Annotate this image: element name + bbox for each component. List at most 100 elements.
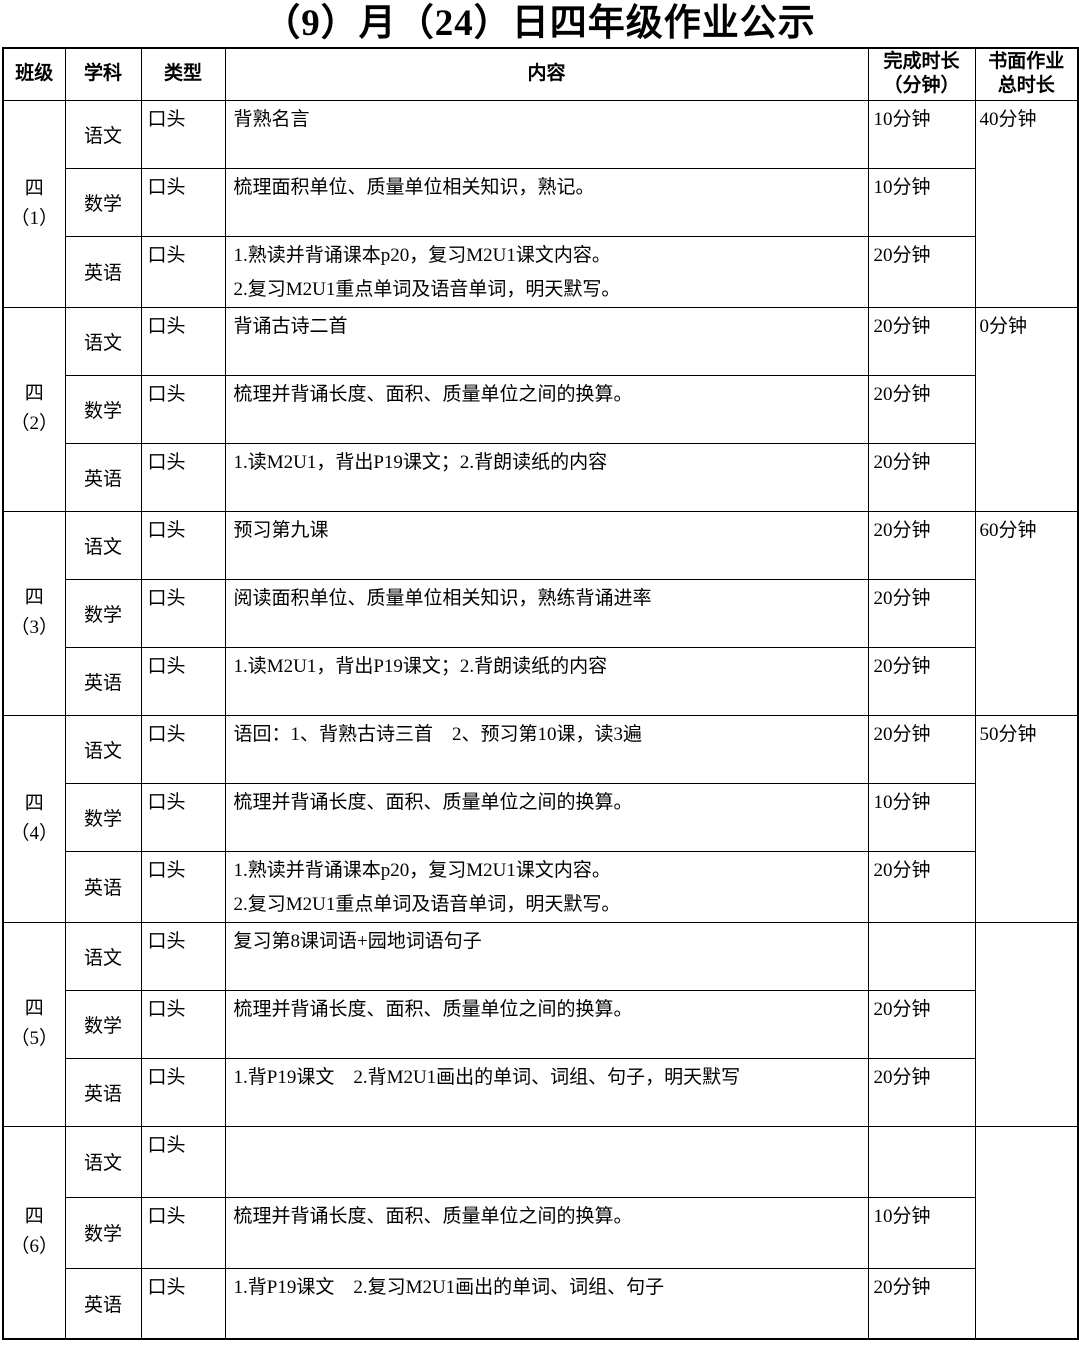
class-label-line1: 四 xyxy=(24,587,44,608)
content-cell: 复习第8课词语+园地词语句子 xyxy=(224,921,869,991)
total-cell: 50分钟 xyxy=(974,714,1079,923)
total-cell xyxy=(974,921,1079,1127)
type-cell: 口头 xyxy=(140,850,226,923)
content-cell: 语回：1、背熟古诗三首 2、预习第10课，读3遍 xyxy=(224,714,869,784)
duration-cell: 10分钟 xyxy=(867,782,976,852)
class-label-line2: （6） xyxy=(10,1236,58,1258)
type-cell: 口头 xyxy=(140,510,226,580)
class-label-line1: 四 xyxy=(24,998,44,1019)
homework-table: 班级 学科 类型 内容 完成时长 （分钟） 书面作业 总时长 四（1） 语文 口头背… xyxy=(2,47,1079,1340)
content-cell: 梳理并背诵长度、面积、质量单位之间的换算。 xyxy=(224,1196,869,1269)
duration-cell: 20分钟 xyxy=(867,374,976,444)
class-cell: 四 （1） xyxy=(2,99,66,308)
content-cell: 1.熟读并背诵课本p20，复习M2U1课文内容。 2.复习M2U1重点单词及语音单… xyxy=(224,235,869,308)
content-line: 语回：1、背熟古诗三首 2、预习第10课，读3遍 xyxy=(233,723,643,745)
table-row: 数学 口头 阅读面积单位、质量单位相关知识，熟练背诵进率 20分钟 xyxy=(3,578,1078,648)
subject-cell: 英语 xyxy=(64,442,142,512)
header-duration-line1: 完成时长 xyxy=(883,51,960,73)
table-row: 四 （2） 语文 口头 背诵古诗二首 20分钟 0分钟 xyxy=(2,306,1079,512)
content-line: 梳理并背诵长度、面积、质量单位之间的换算。 xyxy=(233,383,633,405)
content-line: 梳理并背诵长度、面积、质量单位之间的换算。 xyxy=(233,998,633,1020)
content-cell: 梳理面积单位、质量单位相关知识，熟记。 xyxy=(224,167,869,237)
header-content: 内容 xyxy=(224,47,869,101)
duration-cell: 20分钟 xyxy=(867,1057,976,1127)
type-cell: 口头 xyxy=(140,1196,226,1269)
class-cell: 四 （3） xyxy=(2,510,66,716)
content-cell: 梳理并背诵长度、面积、质量单位之间的换算。 xyxy=(224,782,869,852)
content-cell: 背熟名言 xyxy=(224,99,869,169)
header-subject: 学科 xyxy=(64,47,142,101)
content-line: 背熟名言 xyxy=(233,108,310,130)
duration-cell: 10分钟 xyxy=(867,99,976,169)
content-line: 复习第8课词语+园地词语句子 xyxy=(233,930,482,952)
content-line: 1.读M2U1，背出P19课文；2.背朗读纸的内容 xyxy=(233,655,608,677)
table-row: 英语 口头 1.读M2U1，背出P19课文；2.背朗读纸的内容 20分钟 xyxy=(3,442,1078,512)
class-label-line1: 四 xyxy=(24,177,44,199)
content-cell: 1.读M2U1，背出P19课文；2.背朗读纸的内容 xyxy=(224,442,869,512)
class-label-line1: 四 xyxy=(24,383,44,404)
duration-cell: 20分钟 xyxy=(867,714,976,784)
duration-cell: 20分钟 xyxy=(867,578,976,648)
type-cell: 口头 xyxy=(140,1125,226,1198)
type-cell: 口头 xyxy=(140,374,226,444)
class-label-line2: （3） xyxy=(10,617,58,638)
type-cell: 口头 xyxy=(140,646,226,716)
content-cell xyxy=(224,1125,869,1198)
table-row: 数学 口头 梳理并背诵长度、面积、质量单位之间的换算。 10分钟 xyxy=(3,782,1078,852)
subject-cell: 英语 xyxy=(64,850,142,923)
type-cell: 口头 xyxy=(140,921,226,991)
type-cell: 口头 xyxy=(140,1057,226,1127)
duration-cell: 20分钟 xyxy=(867,306,976,376)
table-row: 数学 口头 梳理并背诵长度、面积、质量单位之间的换算。 20分钟 xyxy=(3,989,1078,1059)
total-cell xyxy=(974,1125,1079,1340)
subject-cell: 语文 xyxy=(64,921,142,991)
type-cell: 口头 xyxy=(140,782,226,852)
duration-cell: 10分钟 xyxy=(867,1196,976,1269)
duration-cell: 20分钟 xyxy=(867,510,976,580)
header-row: 班级 学科 类型 内容 完成时长 （分钟） 书面作业 总时长 xyxy=(2,47,1079,101)
content-line: 1.读M2U1，背出P19课文；2.背朗读纸的内容 xyxy=(233,451,608,473)
subject-cell: 数学 xyxy=(64,782,142,852)
class-label-line2: （2） xyxy=(10,413,58,434)
subject-cell: 英语 xyxy=(64,235,142,308)
header-duration: 完成时长 （分钟） xyxy=(867,47,976,101)
table-row: 四（3） 语文 口头 预习第九课 20分钟 60分钟 xyxy=(2,510,1079,716)
content-line: 2.复习M2U1重点单词及语音单词，明天默写。 xyxy=(233,893,621,915)
total-cell: 0分钟 xyxy=(974,306,1079,512)
header-total-line1: 书面作业 xyxy=(988,51,1065,73)
header-class: 班级 xyxy=(2,47,66,101)
total-cell: 40分钟 xyxy=(974,99,1079,308)
duration-cell: 20分钟 xyxy=(867,235,976,308)
subject-cell: 语文 xyxy=(64,99,142,169)
subject-cell: 语文 xyxy=(64,306,142,376)
type-cell: 口头 xyxy=(140,578,226,648)
duration-cell: 20分钟 xyxy=(867,850,976,923)
subject-cell: 数学 xyxy=(64,1196,142,1269)
content-line: 预习第九课 xyxy=(233,519,329,541)
table-row: 英语 口头 1.熟读并背诵课本p20，复习M2U1课文内容。 2.复习M2U1重点单词… xyxy=(3,850,1078,923)
class-label-line2: （4） xyxy=(10,822,58,844)
type-cell: 口头 xyxy=(140,1267,226,1340)
header-type: 类型 xyxy=(140,47,226,101)
class-cell: 四 （4） xyxy=(2,714,66,923)
content-line: 背诵古诗二首 xyxy=(233,315,348,337)
table-row: 四（4） 语文 口头 语回：1、背熟古诗三首 2、预习第10课，读3遍 20分钟 50分钟 xyxy=(2,714,1079,923)
class-label-line2: （5） xyxy=(10,1028,58,1049)
content-cell: 1.背P19课文 2.复习M2U1画出的单词、词组、句子 xyxy=(224,1267,869,1340)
content-cell: 梳理并背诵长度、面积、质量单位之间的换算。 xyxy=(224,989,869,1059)
table-row: 数学 口头 梳理面积单位、质量单位相关知识，熟记。 10分钟 xyxy=(3,167,1078,237)
content-cell: 1.读M2U1，背出P19课文；2.背朗读纸的内容 xyxy=(224,646,869,716)
type-cell: 口头 xyxy=(140,99,226,169)
table-row: 英语 口头 1.背P19课文 2.背M2U1画出的单词、词组、句子，明天默写 20分钟 xyxy=(3,1057,1078,1127)
duration-cell: 20分钟 xyxy=(867,1267,976,1340)
content-line: 2.复习M2U1重点单词及语音单词，明天默写。 xyxy=(233,278,621,300)
class-cell: 四 （2） xyxy=(2,306,66,512)
content-line: 1.熟读并背诵课本p20，复习M2U1课文内容。 xyxy=(233,859,611,881)
subject-cell: 语文 xyxy=(64,1125,142,1198)
subject-cell: 数学 xyxy=(64,989,142,1059)
table-row: 四（1） 语文 口头 背熟名言 10分钟 40分钟 xyxy=(2,99,1079,308)
header-total: 书面作业 总时长 xyxy=(974,47,1079,101)
class-label-line1: 四 xyxy=(24,792,44,814)
content-line: 梳理并背诵长度、面积、质量单位之间的换算。 xyxy=(233,1205,633,1227)
type-cell: 口头 xyxy=(140,235,226,308)
